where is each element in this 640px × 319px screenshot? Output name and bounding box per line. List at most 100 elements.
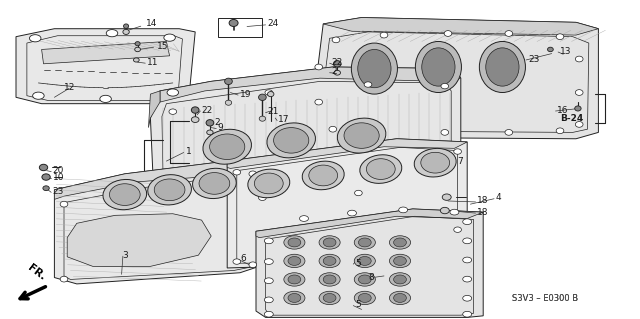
Text: 14: 14: [146, 19, 157, 28]
Ellipse shape: [355, 236, 376, 249]
Ellipse shape: [389, 254, 411, 268]
Text: B-24: B-24: [560, 114, 583, 122]
Ellipse shape: [191, 117, 199, 122]
Ellipse shape: [259, 94, 266, 100]
Ellipse shape: [264, 238, 273, 244]
Text: 22: 22: [332, 58, 343, 67]
Polygon shape: [54, 161, 259, 284]
Polygon shape: [310, 18, 598, 139]
Polygon shape: [67, 214, 211, 266]
Ellipse shape: [394, 256, 406, 265]
Ellipse shape: [444, 165, 452, 170]
Ellipse shape: [288, 293, 301, 302]
Ellipse shape: [135, 47, 141, 52]
Ellipse shape: [191, 107, 199, 113]
Ellipse shape: [441, 130, 449, 135]
Ellipse shape: [364, 82, 372, 87]
Text: 2: 2: [214, 118, 220, 127]
Text: 9: 9: [218, 123, 223, 132]
Text: 19: 19: [240, 90, 252, 99]
Ellipse shape: [300, 216, 308, 221]
Ellipse shape: [288, 256, 301, 265]
Text: 7: 7: [458, 157, 463, 166]
Ellipse shape: [450, 209, 459, 215]
Ellipse shape: [148, 175, 191, 205]
Ellipse shape: [274, 128, 309, 153]
Ellipse shape: [43, 186, 49, 190]
Ellipse shape: [394, 275, 406, 284]
Text: 24: 24: [268, 19, 279, 28]
Ellipse shape: [166, 189, 173, 194]
Ellipse shape: [556, 128, 564, 134]
Ellipse shape: [264, 278, 273, 284]
Ellipse shape: [103, 180, 147, 210]
Polygon shape: [160, 67, 461, 102]
Text: 2: 2: [332, 67, 337, 76]
Ellipse shape: [415, 41, 461, 93]
Ellipse shape: [100, 95, 111, 102]
Ellipse shape: [206, 120, 214, 126]
Ellipse shape: [351, 43, 397, 94]
Ellipse shape: [440, 207, 449, 214]
Ellipse shape: [323, 238, 336, 247]
Text: 5: 5: [355, 300, 361, 309]
Ellipse shape: [337, 118, 386, 153]
Ellipse shape: [259, 116, 266, 121]
Ellipse shape: [309, 165, 338, 186]
Polygon shape: [227, 139, 467, 268]
Ellipse shape: [259, 195, 266, 201]
Ellipse shape: [40, 164, 48, 171]
Ellipse shape: [267, 123, 316, 158]
Ellipse shape: [323, 293, 336, 302]
Text: 5: 5: [355, 259, 361, 268]
Ellipse shape: [109, 184, 140, 205]
Ellipse shape: [358, 293, 371, 302]
Polygon shape: [256, 209, 483, 317]
Polygon shape: [42, 41, 170, 64]
Ellipse shape: [358, 238, 371, 247]
Ellipse shape: [268, 92, 274, 97]
Ellipse shape: [575, 122, 583, 127]
Polygon shape: [150, 67, 461, 204]
Text: 13: 13: [560, 47, 572, 56]
Text: 8: 8: [368, 273, 374, 282]
Ellipse shape: [441, 84, 449, 89]
Ellipse shape: [203, 129, 252, 164]
Ellipse shape: [288, 238, 301, 247]
Ellipse shape: [399, 207, 408, 213]
Polygon shape: [148, 91, 160, 128]
Ellipse shape: [225, 78, 232, 85]
Ellipse shape: [358, 49, 391, 88]
Ellipse shape: [255, 173, 283, 194]
Text: 21: 21: [268, 107, 279, 116]
Ellipse shape: [29, 35, 41, 42]
Ellipse shape: [556, 34, 564, 40]
Ellipse shape: [389, 273, 411, 286]
Ellipse shape: [315, 99, 323, 105]
Text: 18: 18: [477, 197, 488, 205]
Polygon shape: [227, 139, 467, 168]
Ellipse shape: [248, 169, 290, 198]
Ellipse shape: [193, 168, 236, 198]
Ellipse shape: [389, 291, 411, 305]
Ellipse shape: [348, 210, 356, 216]
Ellipse shape: [463, 295, 472, 301]
Ellipse shape: [169, 109, 177, 115]
Ellipse shape: [323, 275, 336, 284]
Text: 18: 18: [477, 208, 488, 217]
Ellipse shape: [249, 171, 257, 177]
Ellipse shape: [319, 273, 340, 286]
Text: 12: 12: [64, 83, 76, 92]
Ellipse shape: [233, 170, 241, 175]
Ellipse shape: [332, 37, 340, 43]
Ellipse shape: [360, 155, 402, 183]
Ellipse shape: [60, 276, 68, 282]
Text: 11: 11: [147, 58, 159, 67]
Ellipse shape: [225, 100, 232, 105]
Polygon shape: [16, 29, 195, 104]
Ellipse shape: [264, 259, 273, 264]
Ellipse shape: [355, 190, 362, 196]
Ellipse shape: [414, 148, 456, 177]
Ellipse shape: [334, 70, 340, 75]
Ellipse shape: [315, 64, 323, 70]
